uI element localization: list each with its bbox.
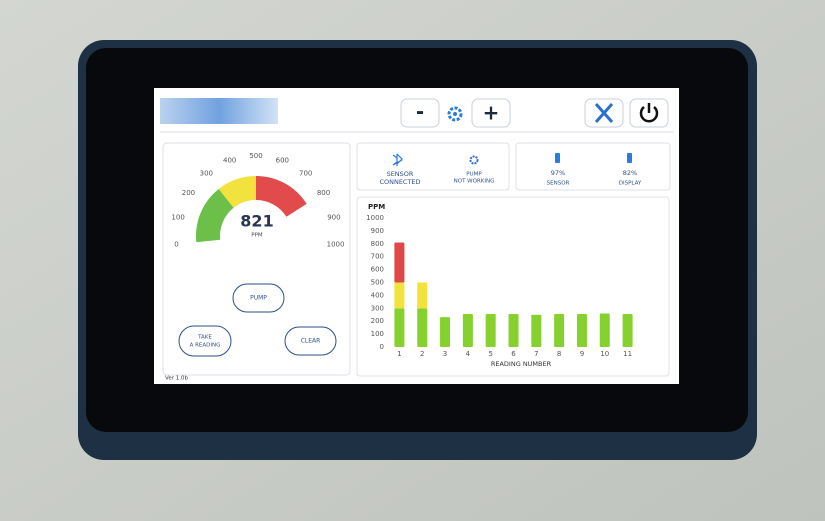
decrease-label: - [416,100,424,124]
button-frame [400,98,440,128]
gauge-tick-label: 800 [317,189,330,197]
pump-button[interactable]: PUMP [232,283,285,313]
gauge-tick-label: 100 [171,214,184,222]
y-tick-label: 300 [371,304,384,312]
take-reading-button[interactable]: TAKE A READING [178,325,232,357]
x-axis-label: READING NUMBER [491,360,552,368]
status-text: CONNECTED [379,178,420,186]
button-frame [178,325,232,357]
bar-segment [462,313,473,347]
increase-label: + [483,101,500,125]
bar-segment [417,308,428,347]
bar-segment [440,317,451,347]
x-tick-label: 1 [397,350,401,358]
y-tick-label: 800 [371,240,384,248]
x-tick-label: 11 [623,350,632,358]
bar-segment [394,282,405,309]
battery-icon [627,153,632,163]
battery-level: 82% [623,169,637,177]
gauge-band [218,176,256,208]
mode-icon [594,103,614,123]
x-tick-label: 6 [511,350,516,358]
battery-label: DISPLAY [619,181,642,187]
button-frame [471,98,511,128]
status-text: NOT WORKING [454,179,495,185]
battery-panel [515,142,671,191]
gauge-value: 821 [240,212,273,231]
y-tick-label: 700 [371,253,384,261]
gauge-tick-label: 1000 [327,240,345,248]
gear-hub [453,112,457,116]
gauge-tick-label: 200 [182,189,195,197]
y-tick-label: 1000 [366,214,384,222]
gauge-band [196,188,234,243]
gauge-unit: PPM [251,233,263,239]
battery-icon [555,153,560,163]
bar-segment [417,282,428,309]
status-text: SENSOR [387,170,414,178]
chart-panel [356,196,670,377]
bar-segment [554,313,565,347]
gauge-tick-label: 600 [276,156,289,164]
mode-button[interactable] [584,98,624,128]
settings-icon[interactable] [447,106,463,122]
bar-segment [599,313,610,347]
power-icon [639,106,659,123]
x-tick-label: 8 [557,350,561,358]
button-label: CLEAR [301,338,321,345]
increase-button[interactable]: + [471,98,511,128]
x-tick-label: 3 [443,350,447,358]
power-button[interactable] [629,98,669,128]
decrease-button[interactable]: - [400,98,440,128]
button-label: PUMP [250,295,267,302]
y-tick-label: 200 [371,317,384,325]
x-tick-label: 2 [420,350,424,358]
bar-segment [394,308,405,347]
gauge-band [256,176,307,217]
y-tick-label: 100 [371,330,384,338]
gear [447,106,463,122]
y-tick-label: 600 [371,266,384,274]
y-tick-label: 0 [380,343,384,351]
gauge-tick-label: 500 [249,152,262,160]
battery-label: SENSOR [547,181,570,187]
gauge-tick-label: 0 [174,240,178,248]
bar-segment [508,313,519,347]
status-panel [356,142,510,191]
button-frame [284,326,337,356]
y-axis-label: PPM [368,203,385,211]
x-tick-label: 10 [600,350,609,358]
logo [160,98,278,124]
x-tick-label: 5 [488,350,492,358]
gauge-tick-label: 400 [223,156,236,164]
gauge-tick-label: 700 [299,169,312,177]
pump-icon [469,155,479,165]
button-label: A READING [190,343,221,349]
x-tick-label: 4 [466,350,471,358]
bar-segment [531,314,542,347]
x-tick-label: 7 [534,350,538,358]
version: Ver 1.0b [165,376,188,382]
bar-segment [394,242,405,283]
battery-level: 97% [551,169,565,177]
bluetooth-icon [392,153,403,166]
bar-segment [485,313,496,347]
bar-segment [576,313,587,347]
x-tick-label: 9 [580,350,584,358]
button-label: TAKE [197,335,212,341]
y-tick-label: 900 [371,227,384,235]
y-tick-label: 400 [371,291,384,299]
button-frame [232,283,285,313]
y-tick-label: 500 [371,279,384,287]
status-text: PUMP [466,172,482,178]
gauge-tick-label: 300 [200,169,213,177]
gauge-tick-label: 900 [327,214,340,222]
bar-segment [622,313,633,347]
clear-button[interactable]: CLEAR [284,326,337,356]
